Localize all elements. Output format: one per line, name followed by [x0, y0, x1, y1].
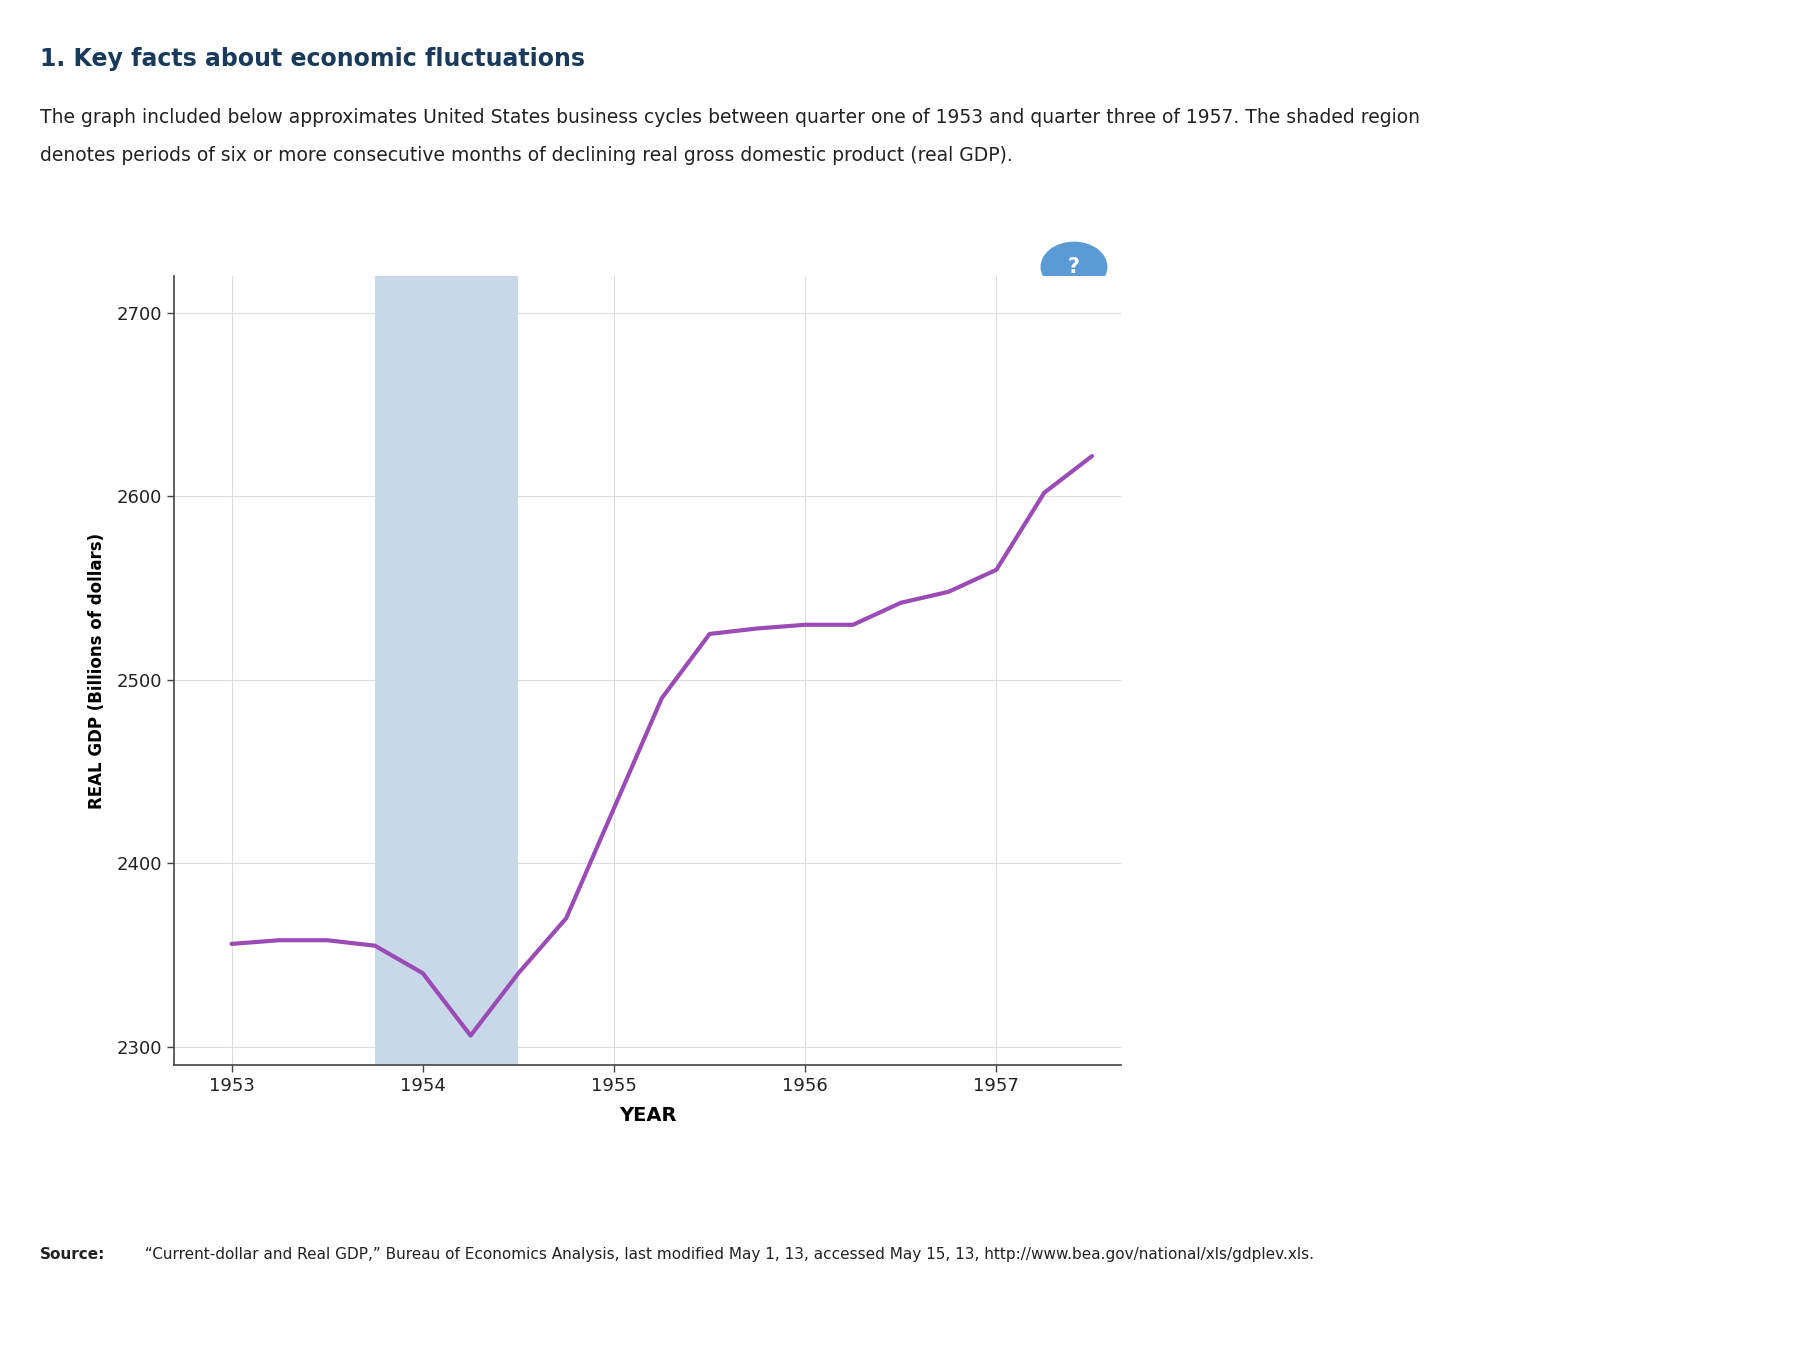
Y-axis label: REAL GDP (Billions of dollars): REAL GDP (Billions of dollars)	[88, 532, 106, 809]
Bar	[375, 276, 519, 1065]
Text: Source:: Source:	[40, 1247, 104, 1262]
Text: “Current-dollar and Real GDP,” Bureau of Economics Analysis, last modified May 1: “Current-dollar and Real GDP,” Bureau of…	[140, 1247, 1315, 1262]
Text: denotes periods of six or more consecutive months of declining real gross domest: denotes periods of six or more consecuti…	[40, 146, 1013, 164]
X-axis label: YEAR: YEAR	[618, 1105, 677, 1124]
Text: ?: ?	[1069, 257, 1079, 276]
Circle shape	[1042, 243, 1106, 291]
Text: The graph included below approximates United States business cycles between quar: The graph included below approximates Un…	[40, 108, 1419, 127]
Text: 1. Key facts about economic fluctuations: 1. Key facts about economic fluctuations	[40, 47, 584, 71]
